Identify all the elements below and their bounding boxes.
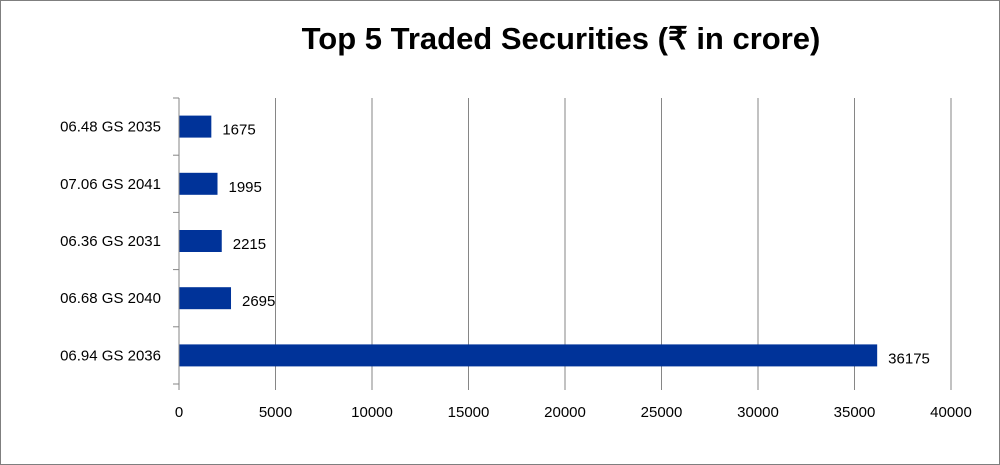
bar <box>179 172 218 195</box>
category-label: 06.36 GS 2031 <box>60 233 161 250</box>
x-tick-label: 30000 <box>737 404 779 421</box>
category-label: 06.48 GS 2035 <box>60 119 161 136</box>
x-tick-label: 40000 <box>930 404 972 421</box>
x-tick-label: 10000 <box>351 404 393 421</box>
bar <box>179 115 212 138</box>
data-label: 36175 <box>888 350 930 367</box>
x-tick-label: 0 <box>175 404 183 421</box>
x-tick-label: 5000 <box>259 404 292 421</box>
bar <box>179 344 878 367</box>
category-label: 06.68 GS 2040 <box>60 290 161 307</box>
bar <box>179 287 232 310</box>
x-tick-label: 20000 <box>544 404 586 421</box>
data-label: 1995 <box>229 179 262 196</box>
bars <box>179 115 878 367</box>
axes <box>173 97 952 390</box>
x-tick-label: 25000 <box>641 404 683 421</box>
chart-title: Top 5 Traded Securities (₹ in crore) <box>301 21 821 56</box>
data-label: 2695 <box>242 293 275 310</box>
data-label: 1675 <box>222 122 255 139</box>
category-label: 06.94 GS 2036 <box>60 347 161 364</box>
category-label: 07.06 GS 2041 <box>60 176 161 193</box>
gridlines <box>275 98 952 384</box>
x-tick-label: 35000 <box>834 404 876 421</box>
x-tick-label: 15000 <box>448 404 490 421</box>
bar <box>179 230 222 252</box>
labels: 0 5000 10000 15000 20000 25000 30000 35000 40000… <box>60 119 972 421</box>
data-label: 2215 <box>233 236 266 253</box>
